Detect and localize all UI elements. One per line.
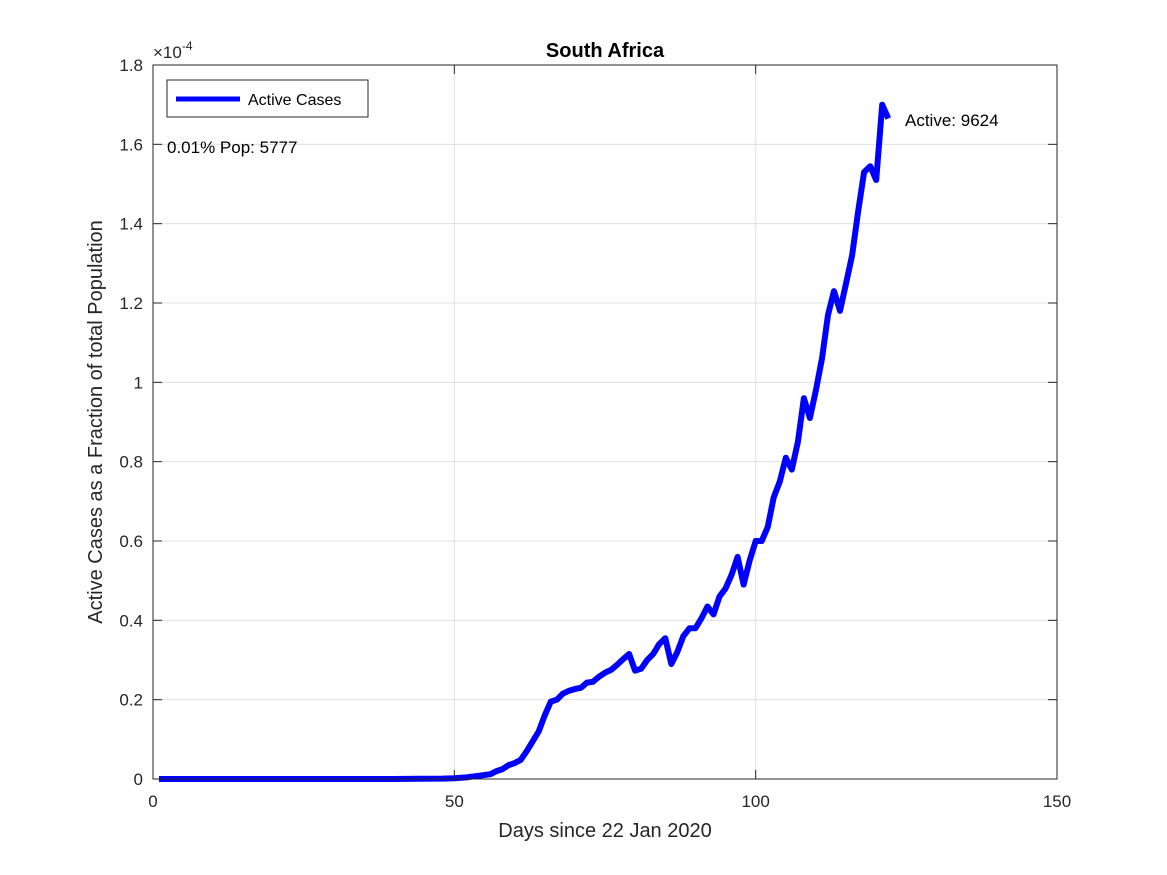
legend-label-active-cases: Active Cases bbox=[248, 92, 341, 109]
y-tick-label: 0.6 bbox=[119, 532, 143, 551]
legend: Active Cases bbox=[166, 79, 369, 118]
y-tick-label: 1.8 bbox=[119, 56, 143, 75]
y-axis-exponent-base: ×10 bbox=[153, 43, 182, 62]
y-tick-label: 1 bbox=[134, 373, 143, 392]
x-tick-label: 150 bbox=[1043, 792, 1071, 811]
tick-marks bbox=[152, 64, 1058, 780]
y-axis-title: Active Cases as a Fraction of total Popu… bbox=[85, 220, 107, 624]
plot-area bbox=[153, 65, 1057, 779]
data-layer bbox=[159, 101, 892, 782]
series-line-active-cases bbox=[159, 101, 892, 782]
y-tick-label: 1.4 bbox=[119, 215, 143, 234]
y-axis-exponent-power: -4 bbox=[182, 39, 193, 53]
x-tick-label: 50 bbox=[445, 792, 464, 811]
y-tick-label: 0.4 bbox=[119, 611, 143, 630]
x-axis-title: Days since 22 Jan 2020 bbox=[498, 820, 711, 842]
y-axis-exponent: ×10-4 bbox=[153, 39, 193, 62]
y-tick-label: 1.2 bbox=[119, 294, 143, 313]
y-tick-label: 0.8 bbox=[119, 453, 143, 472]
population-annotation: 0.01% Pop: 5777 bbox=[167, 138, 297, 157]
x-tick-label: 100 bbox=[741, 792, 769, 811]
grid-lines bbox=[153, 65, 1057, 779]
y-tick-label: 1.6 bbox=[119, 135, 143, 154]
y-tick-label: 0 bbox=[134, 770, 143, 789]
axes-frame bbox=[152, 64, 1058, 780]
y-tick-label: 0.2 bbox=[119, 691, 143, 710]
chart-title: South Africa bbox=[546, 40, 665, 62]
tick-labels: 0 50 100 150 0 0.2 0.4 0.6 0.8 1 1.2 1.4 1.6 1.8 bbox=[119, 56, 1071, 811]
x-tick-label: 0 bbox=[148, 792, 157, 811]
active-cases-annotation: Active: 9624 bbox=[905, 111, 999, 130]
